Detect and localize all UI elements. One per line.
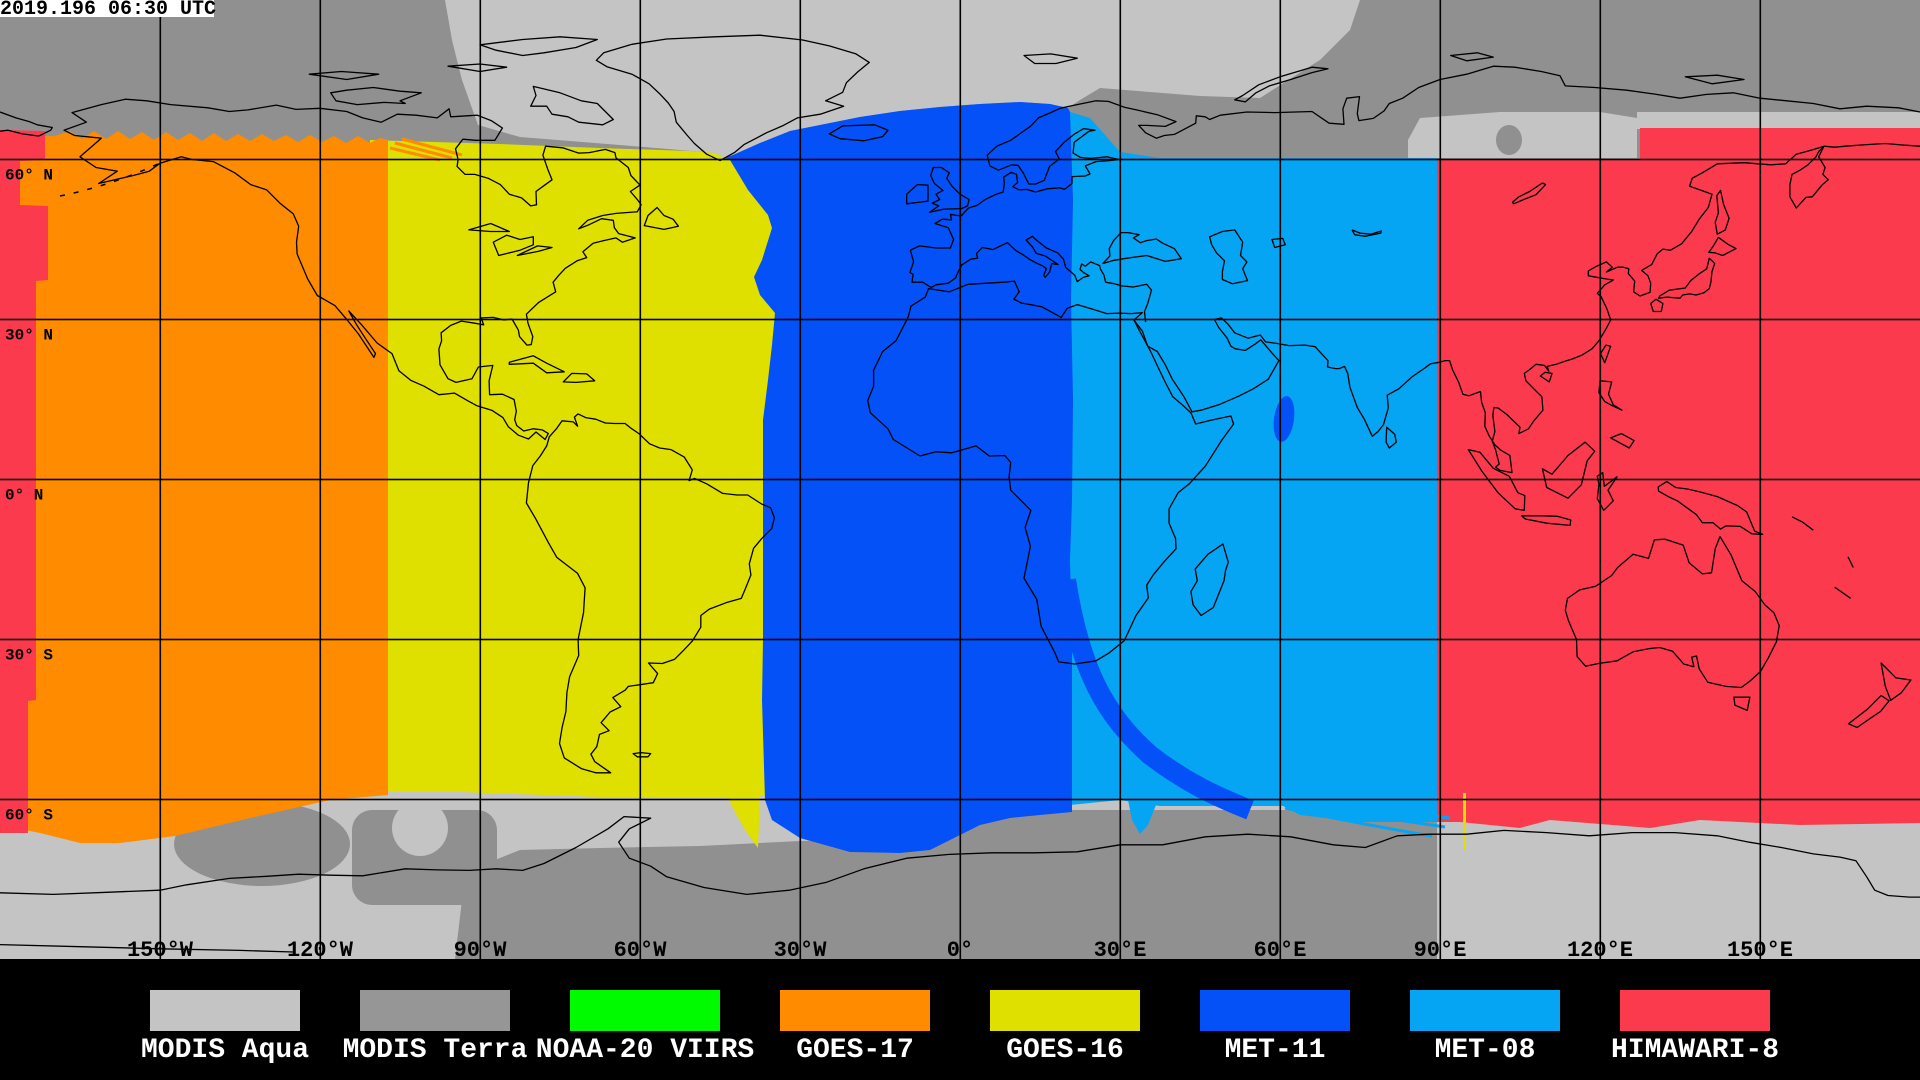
- svg-text:60°E: 60°E: [1254, 938, 1307, 963]
- svg-text:60°W: 60°W: [614, 938, 668, 963]
- svg-text:MET-11: MET-11: [1225, 1035, 1326, 1066]
- svg-text:MODIS Aqua: MODIS Aqua: [141, 1035, 309, 1066]
- svg-text:MET-08: MET-08: [1435, 1035, 1536, 1066]
- svg-text:150°W: 150°W: [127, 938, 194, 963]
- svg-text:90°E: 90°E: [1414, 938, 1467, 963]
- svg-text:60° N: 60° N: [5, 167, 53, 185]
- svg-text:60° S: 60° S: [5, 807, 53, 825]
- svg-text:0° N: 0° N: [5, 487, 43, 505]
- svg-text:120°W: 120°W: [287, 938, 354, 963]
- svg-text:30° S: 30° S: [5, 647, 53, 665]
- svg-text:NOAA-20 VIIRS: NOAA-20 VIIRS: [536, 1035, 754, 1066]
- svg-text:30°E: 30°E: [1094, 938, 1147, 963]
- svg-text:150°E: 150°E: [1727, 938, 1793, 963]
- svg-text:MODIS Terra: MODIS Terra: [343, 1035, 528, 1066]
- svg-text:30° N: 30° N: [5, 327, 53, 345]
- svg-text:120°E: 120°E: [1567, 938, 1633, 963]
- svg-text:90°W: 90°W: [454, 938, 508, 963]
- svg-text:0°: 0°: [947, 938, 973, 963]
- svg-text:30°W: 30°W: [774, 938, 828, 963]
- svg-text:2019.196 06:30 UTC: 2019.196 06:30 UTC: [0, 0, 216, 21]
- svg-text:GOES-17: GOES-17: [796, 1035, 914, 1066]
- svg-text:HIMAWARI-8: HIMAWARI-8: [1611, 1035, 1779, 1066]
- svg-text:GOES-16: GOES-16: [1006, 1035, 1124, 1066]
